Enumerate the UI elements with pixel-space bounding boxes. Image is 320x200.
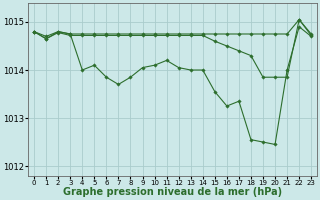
- X-axis label: Graphe pression niveau de la mer (hPa): Graphe pression niveau de la mer (hPa): [63, 187, 282, 197]
